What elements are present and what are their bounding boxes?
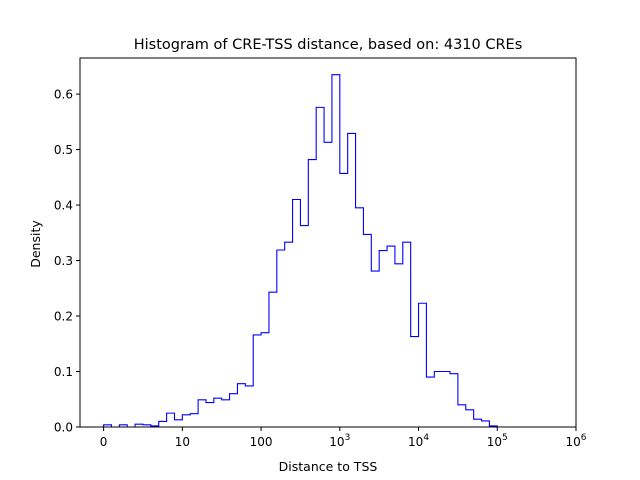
- y-tick-label: 0.0: [54, 421, 73, 435]
- x-axis: 0 10 100 103 104 105 106: [100, 427, 587, 449]
- x-tick-label: 106: [565, 433, 586, 449]
- y-tick-label: 0.2: [54, 310, 73, 324]
- x-tick-label: 10: [175, 435, 190, 449]
- x-tick-label: 105: [487, 433, 508, 449]
- y-tick-label: 0.1: [54, 365, 73, 379]
- x-tick-label: 104: [408, 433, 429, 449]
- plot-frame: [79, 57, 577, 428]
- histogram-step-line: [103, 74, 506, 428]
- chart-title: Histogram of CRE-TSS distance, based on:…: [134, 37, 523, 53]
- y-tick-label: 0.6: [54, 88, 73, 102]
- x-tick-label: 0: [100, 435, 108, 449]
- y-axis-label: Density: [28, 220, 43, 268]
- y-tick-label: 0.5: [54, 143, 73, 157]
- plot-area: [79, 57, 577, 428]
- y-tick-label: 0.3: [54, 254, 73, 268]
- x-tick-label: 103: [329, 433, 350, 449]
- y-axis: 0.0 0.1 0.2 0.3 0.4 0.5 0.6: [54, 88, 80, 435]
- x-tick-label: 100: [250, 435, 273, 449]
- x-axis-label: Distance to TSS: [279, 459, 378, 474]
- y-tick-label: 0.4: [54, 199, 73, 213]
